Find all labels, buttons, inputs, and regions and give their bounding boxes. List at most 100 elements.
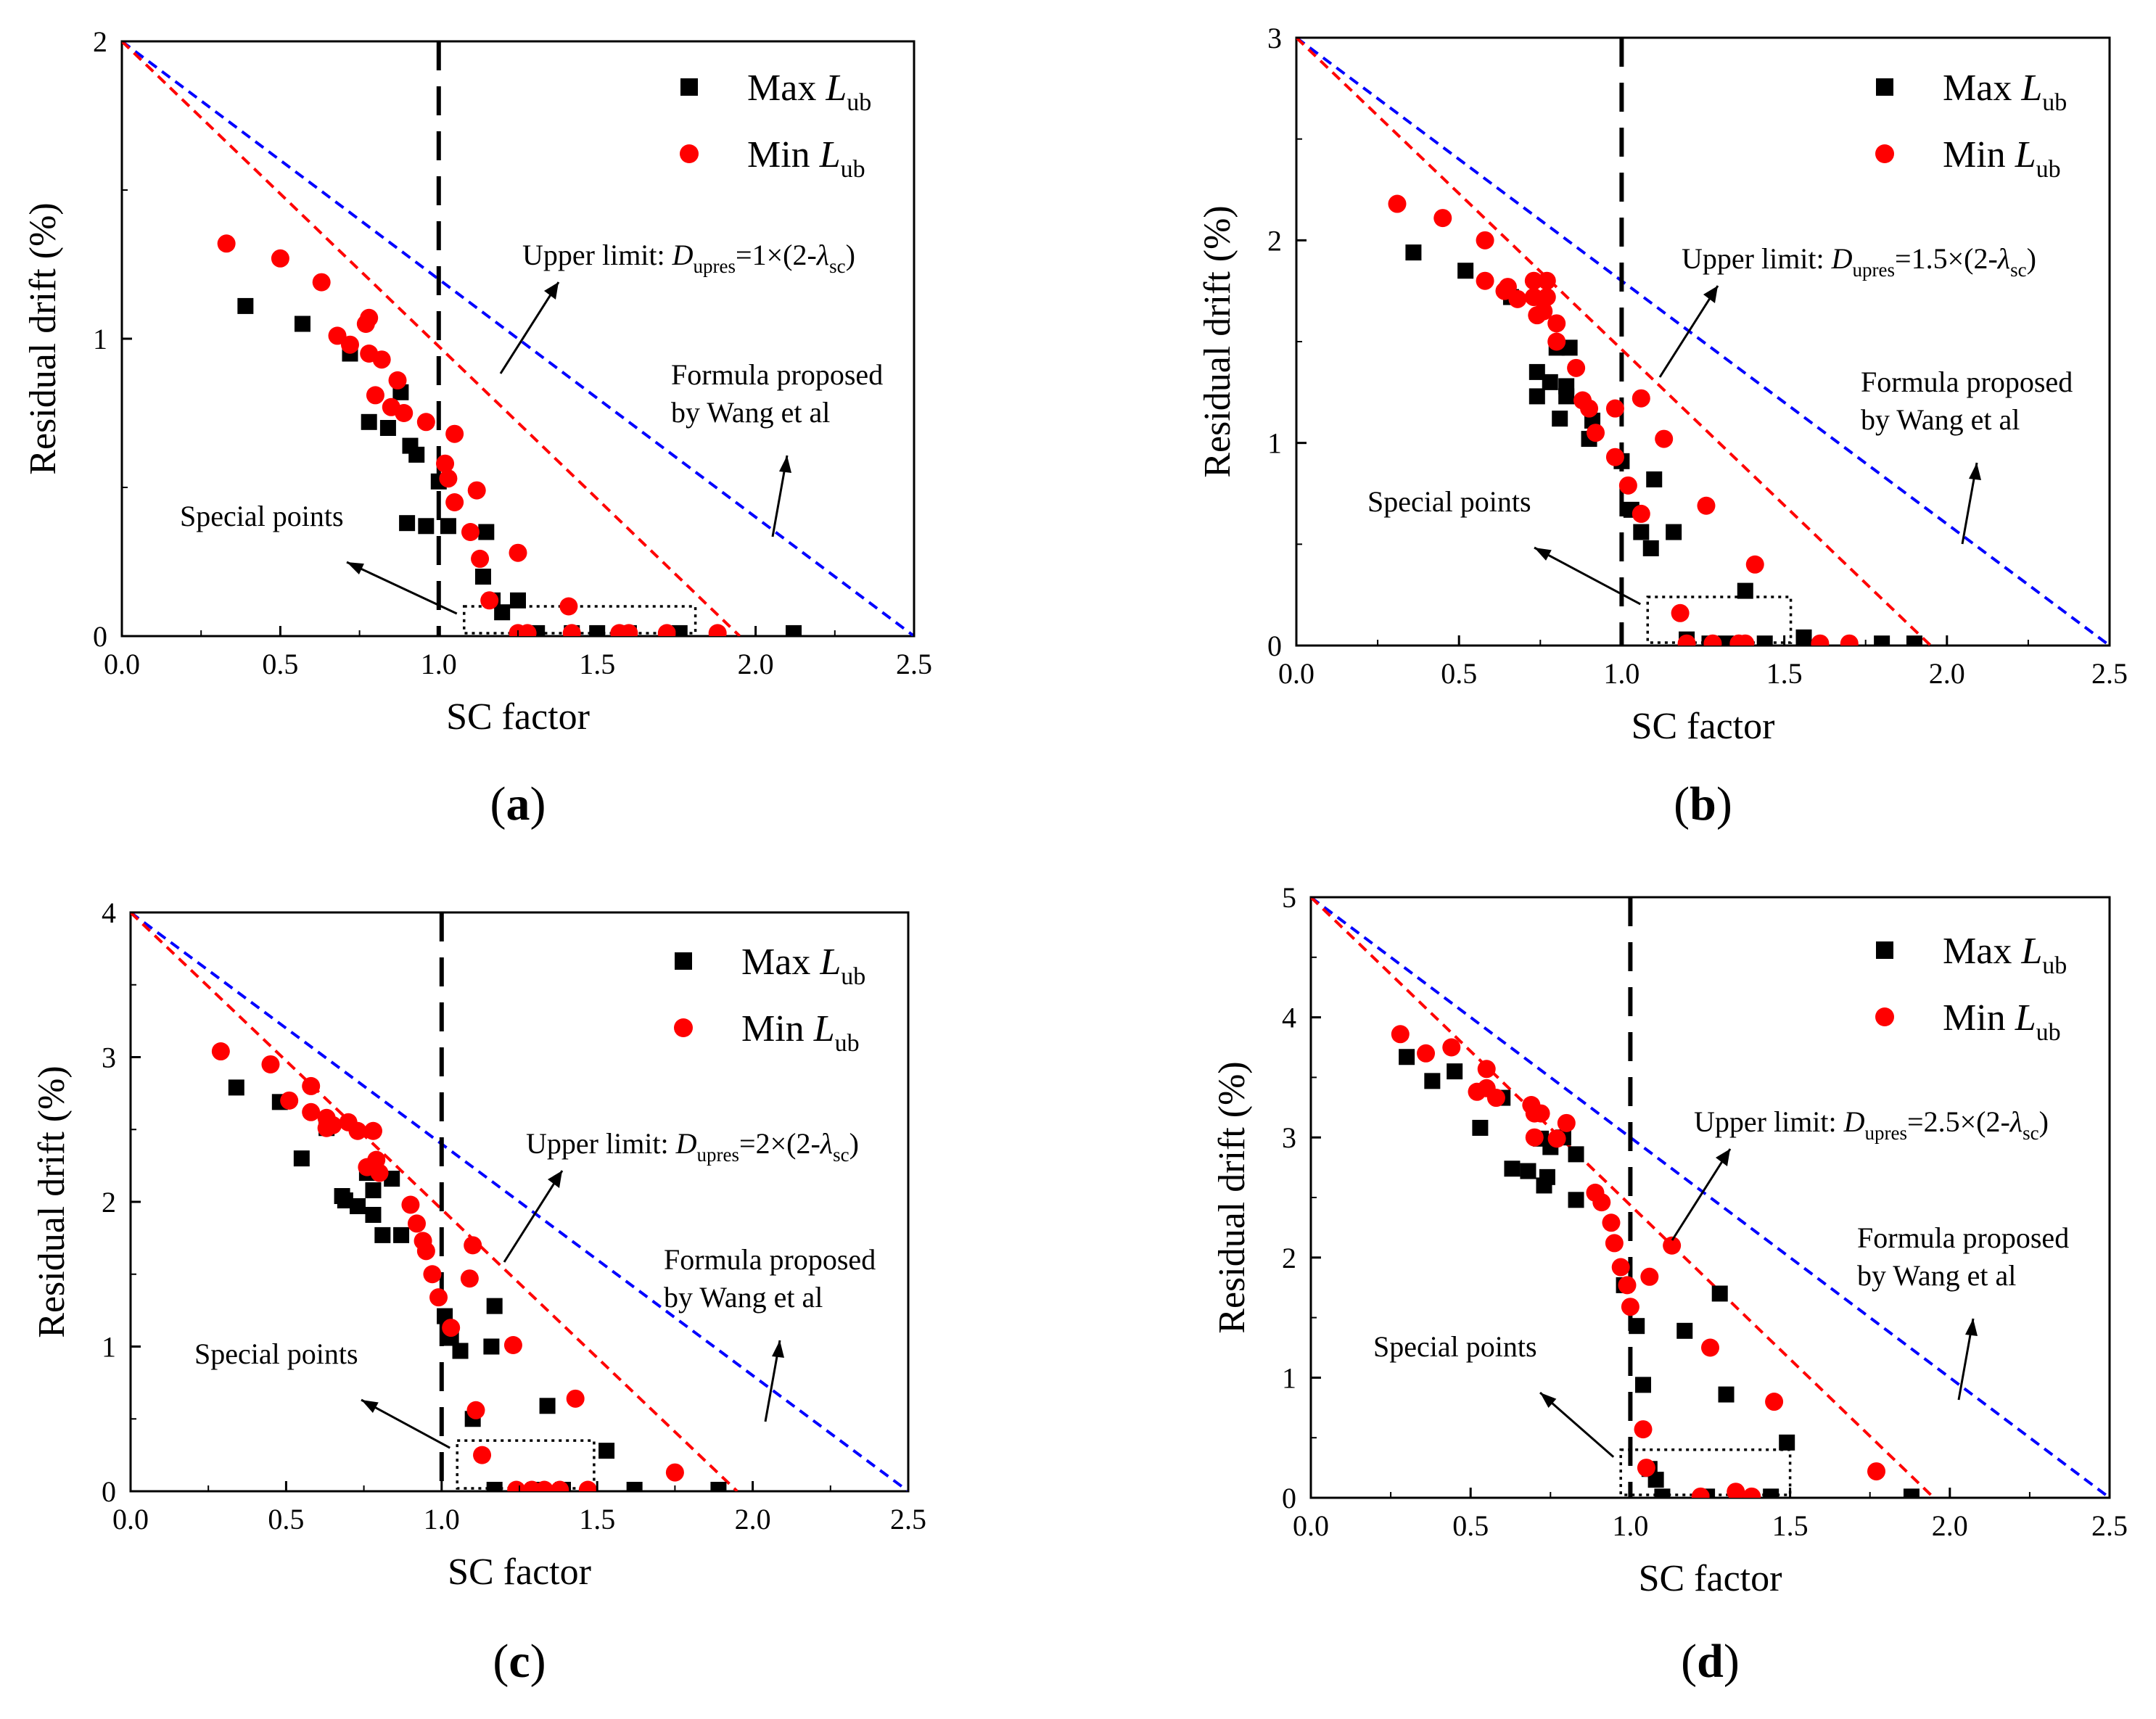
min-lub-point bbox=[657, 624, 676, 636]
upper-limit-annotation: Upper limit: Dupres=2×(2-λsc) bbox=[526, 1127, 859, 1166]
max-lub-point bbox=[1528, 388, 1545, 405]
min-lub-point bbox=[423, 1265, 442, 1284]
x-tick-label: 1.0 bbox=[421, 648, 457, 680]
upper-limit-arrowhead bbox=[548, 1171, 562, 1188]
upper-limit-expression: =1×(2- bbox=[736, 239, 817, 271]
min-lub-point bbox=[1655, 429, 1674, 448]
max-lub-point bbox=[393, 1227, 410, 1243]
blue-reference-line bbox=[131, 912, 908, 1491]
max-lub-point bbox=[1528, 363, 1545, 380]
min-lub-point bbox=[416, 1242, 435, 1261]
symbol-d: D bbox=[1831, 242, 1853, 275]
upper-limit-arrowhead bbox=[1703, 286, 1718, 303]
legend-subscript: ub bbox=[835, 1030, 860, 1057]
x-tick-label: 2.0 bbox=[1932, 1509, 1968, 1542]
blue-reference-line bbox=[122, 41, 914, 636]
y-tick-label: 1 bbox=[93, 323, 107, 355]
max-lub-point bbox=[539, 1398, 556, 1414]
min-lub-point bbox=[388, 371, 407, 389]
max-lub-point bbox=[350, 1197, 366, 1214]
max-lub-point bbox=[1447, 1063, 1463, 1080]
min-lub-point bbox=[1765, 1393, 1784, 1411]
x-tick-label: 1.5 bbox=[579, 648, 615, 680]
max-lub-point bbox=[1779, 1434, 1795, 1451]
max-lub-point bbox=[1558, 388, 1575, 405]
min-lub-point bbox=[1634, 1420, 1653, 1439]
x-tick-label: 1.0 bbox=[424, 1503, 460, 1535]
max-lub-point bbox=[237, 297, 254, 314]
upper-limit-annotation: Upper limit: Dupres=1×(2-λsc) bbox=[522, 239, 855, 277]
min-lub-point bbox=[1632, 389, 1650, 408]
legend-subscript: ub bbox=[2036, 156, 2061, 183]
plot-area bbox=[131, 912, 908, 1491]
legend-word: Max bbox=[747, 67, 826, 109]
min-lub-point bbox=[1547, 332, 1566, 351]
special-points-arrow bbox=[1534, 546, 1641, 606]
y-tick-label: 0 bbox=[1267, 630, 1282, 662]
panel-label-letter: a bbox=[506, 778, 530, 830]
upper-limit-arrow bbox=[1671, 1148, 1732, 1241]
min-lub-point bbox=[1605, 448, 1624, 466]
symbol-d: D bbox=[675, 1127, 697, 1160]
min-lub-point bbox=[1476, 271, 1494, 290]
min-lub-point bbox=[1433, 209, 1452, 228]
upper-limit-close: ) bbox=[2039, 1105, 2049, 1138]
x-tick-label: 0.5 bbox=[1441, 657, 1477, 690]
max-lub-point bbox=[1568, 1146, 1584, 1163]
max-lub-point bbox=[1711, 1285, 1728, 1302]
max-lub-point bbox=[365, 1206, 382, 1223]
special-points-arrowhead bbox=[361, 1400, 379, 1413]
x-tick-label: 2.5 bbox=[896, 648, 932, 680]
max-lub-point bbox=[1642, 540, 1659, 556]
min-lub-point bbox=[360, 308, 379, 327]
panel-label: (a) bbox=[490, 778, 546, 830]
upper-limit-annotation: Upper limit: Dupres=1.5×(2-λsc) bbox=[1682, 242, 2036, 281]
upper-limit-arrowhead bbox=[544, 282, 559, 300]
legend-subscript: ub bbox=[847, 89, 871, 116]
panel-label-letter: c bbox=[509, 1635, 530, 1688]
x-tick-label: 1.0 bbox=[1603, 657, 1639, 690]
special-points-arrowhead bbox=[347, 562, 364, 575]
min-lub-point bbox=[471, 549, 490, 568]
min-lub-point bbox=[473, 1446, 492, 1464]
legend-label: Max Lub bbox=[747, 67, 871, 116]
formula-annotation-line1: Formula proposed bbox=[1861, 366, 2073, 398]
min-lub-point bbox=[1391, 1025, 1410, 1044]
panel-label-letter: b bbox=[1690, 778, 1716, 830]
plot-area bbox=[122, 41, 914, 636]
y-tick-label: 2 bbox=[1282, 1242, 1296, 1274]
upper-limit-arrow bbox=[499, 281, 560, 374]
min-lub-point bbox=[1663, 1236, 1682, 1255]
max-lub-point bbox=[1763, 1488, 1779, 1498]
min-lub-point bbox=[1508, 289, 1527, 308]
legend-subscript: ub bbox=[2042, 952, 2067, 979]
special-points-label: Special points bbox=[180, 500, 344, 532]
min-lub-point bbox=[217, 234, 236, 253]
min-lub-point bbox=[1605, 1234, 1624, 1253]
formula-annotation-line1: Formula proposed bbox=[1857, 1221, 2069, 1254]
legend-marker-circle bbox=[1875, 1007, 1894, 1026]
max-lub-point bbox=[1633, 524, 1650, 540]
x-axis-label: SC factor bbox=[1639, 1558, 1782, 1599]
min-lub-point bbox=[271, 249, 289, 268]
y-tick-label: 3 bbox=[1282, 1121, 1296, 1154]
min-lub-point bbox=[1498, 278, 1517, 297]
chart-panel: 0.0 0.5 1.0 1.5 2.0 2.5 0 1 2 3 4 5 SC factor Residua… bbox=[1211, 881, 2128, 1688]
chart-panel: 0.0 0.5 1.0 1.5 2.0 2.5 0 1 2 3 SC factor Residual … bbox=[1197, 22, 2128, 830]
legend-label: Min Lub bbox=[1943, 134, 2061, 183]
min-lub-point bbox=[1691, 1487, 1710, 1498]
min-lub-point bbox=[1605, 399, 1624, 418]
formula-arrowhead bbox=[1969, 463, 1981, 480]
min-lub-point bbox=[407, 1214, 426, 1233]
min-lub-point bbox=[460, 1269, 479, 1288]
min-lub-point bbox=[467, 481, 486, 500]
x-tick-label: 0.0 bbox=[1278, 657, 1314, 690]
x-tick-label: 1.5 bbox=[579, 1503, 615, 1535]
special-points-arrow bbox=[361, 1398, 450, 1449]
min-lub-point bbox=[445, 424, 464, 443]
min-lub-point bbox=[261, 1055, 280, 1073]
legend-label: Min Lub bbox=[747, 134, 865, 183]
x-tick-label: 2.0 bbox=[735, 1503, 771, 1535]
min-lub-point bbox=[1531, 1104, 1550, 1123]
max-lub-point bbox=[1629, 1318, 1645, 1335]
